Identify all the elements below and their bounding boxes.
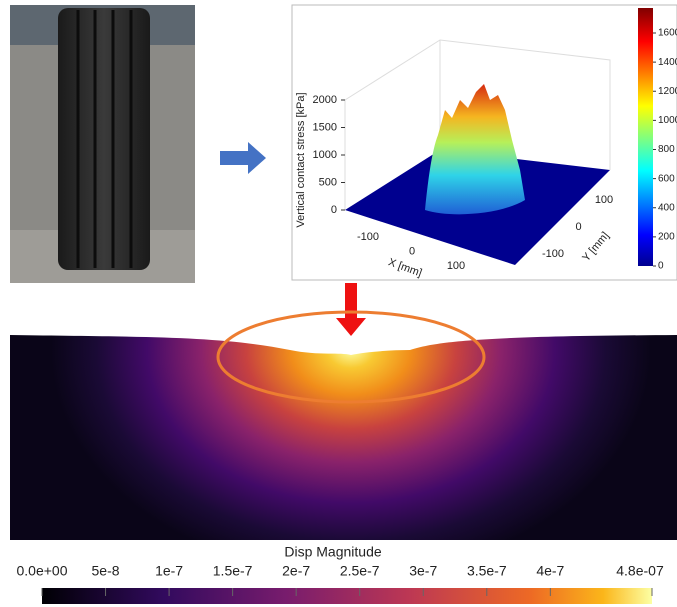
x-tick-label: -100 [357, 231, 379, 243]
y-tick-label: 100 [595, 194, 613, 206]
z-axis-label: Vertical contact stress [kPa] [295, 92, 307, 227]
colorbar-tick-label: 600 [658, 173, 675, 184]
stress-peaks [425, 84, 525, 215]
blue-arrow [220, 142, 266, 174]
z-tick-label: 1000 [313, 149, 337, 161]
colorbar-tick-label: 400 [658, 202, 675, 213]
displacement-field [10, 310, 677, 540]
colorbar-tick-label: 5e-8 [92, 563, 120, 579]
tread-grooves [76, 10, 133, 268]
colorbar-tick-label: 3e-7 [409, 563, 437, 579]
colorbar-title: Disp Magnitude [284, 544, 381, 560]
x-tick-label: 100 [447, 260, 465, 272]
colorbar-tick-label: 3.5e-7 [467, 563, 507, 579]
colorbar-tick-label: 2.5e-7 [340, 563, 380, 579]
stress-plot: Vertical contact stress [kPa] X [mm] Y [… [291, 4, 677, 281]
y-tick-label: 0 [575, 221, 581, 233]
colorbar-tick-label: 200 [658, 232, 675, 243]
soil-domain [10, 335, 677, 540]
tire-photo [10, 5, 195, 283]
z-tick-label: 500 [319, 176, 337, 188]
colorbar-tick-label: 0 [658, 261, 664, 272]
colorbar-tick-label: 0.0e+00 [17, 563, 68, 579]
y-tick-label: -100 [542, 248, 564, 260]
z-tick-label: 0 [331, 204, 337, 216]
colorbar-tick-label: 800 [658, 144, 675, 155]
red-arrow [336, 283, 366, 336]
colorbar-tick-label: 4.8e-07 [616, 563, 664, 579]
x-tick-label: 0 [409, 245, 415, 257]
z-tick-label: 2000 [313, 94, 337, 106]
colorbar-tick-label: 1200 [658, 86, 677, 97]
colorbar-tick-label: 1000 [658, 115, 677, 126]
stress-colorbar [638, 8, 653, 266]
colorbar-tick-label: 4e-7 [536, 563, 564, 579]
contact-highlight [216, 310, 486, 404]
displacement-colorbar [42, 588, 652, 604]
colorbar-tick-label: 1400 [658, 57, 677, 68]
tire [58, 8, 150, 270]
colorbar-tick-label: 1e-7 [155, 563, 183, 579]
colorbar-tick-label: 1.5e-7 [213, 563, 253, 579]
z-tick-label: 1500 [313, 121, 337, 133]
colorbar-tick-label: 2e-7 [282, 563, 310, 579]
